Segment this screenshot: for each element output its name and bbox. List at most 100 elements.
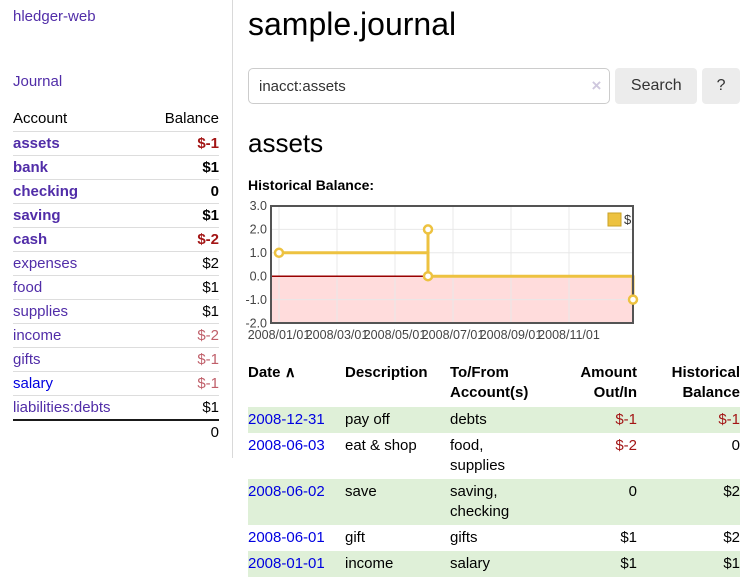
register-balance: 0 bbox=[731, 437, 740, 454]
sidebar: hledger-web Journal Account Balance asse… bbox=[0, 0, 233, 458]
register-header-date[interactable]: Date ∧ bbox=[248, 361, 345, 407]
register-row[interactable]: 2008-06-01 gift gifts $1 $2 bbox=[248, 525, 740, 551]
sidebar-account-salary[interactable]: salary bbox=[13, 375, 54, 392]
search-button[interactable]: Search bbox=[615, 68, 698, 104]
table-row: expenses $2 bbox=[13, 251, 219, 276]
table-row: gifts $-1 bbox=[13, 347, 219, 372]
table-row: assets $-1 bbox=[13, 131, 219, 156]
chart-legend: $ bbox=[607, 212, 632, 227]
sidebar-account-saving[interactable]: saving bbox=[13, 207, 61, 224]
legend-swatch bbox=[607, 212, 622, 227]
svg-text:2008/05/01: 2008/05/01 bbox=[364, 328, 427, 342]
search-form: × Search ? bbox=[248, 68, 741, 104]
register-accounts: salary bbox=[450, 555, 491, 572]
table-row: bank $1 bbox=[13, 155, 219, 180]
svg-text:-1.0: -1.0 bbox=[245, 293, 267, 307]
sidebar-account-checking[interactable]: checking bbox=[13, 183, 79, 200]
svg-text:1.0: 1.0 bbox=[250, 246, 267, 260]
register-description: save bbox=[345, 483, 377, 500]
accounts-header-balance: Balance bbox=[145, 107, 219, 132]
table-row: cash $-2 bbox=[13, 227, 219, 252]
account-balance: $2 bbox=[145, 251, 219, 276]
register-balance: $2 bbox=[723, 483, 740, 500]
register-accounts: gifts bbox=[450, 529, 478, 546]
register-date-link[interactable]: 2008-06-01 bbox=[248, 529, 325, 546]
sidebar-account-liabilities-debts[interactable]: liabilities:debts bbox=[13, 399, 111, 416]
register-accounts: saving, checking bbox=[450, 483, 510, 520]
register-balance: $1 bbox=[723, 555, 740, 572]
accounts-header-account: Account bbox=[13, 107, 146, 132]
legend-label: $ bbox=[624, 212, 632, 227]
register-row[interactable]: 2008-06-02 save saving, checking 0 $2 bbox=[248, 479, 740, 525]
page-title: sample.journal bbox=[248, 6, 457, 42]
table-row: supplies $1 bbox=[13, 299, 219, 324]
accounts-total: 0 bbox=[210, 424, 219, 441]
svg-text:-2.0: -2.0 bbox=[245, 317, 267, 331]
sidebar-account-bank[interactable]: bank bbox=[13, 159, 49, 176]
table-row: food $1 bbox=[13, 275, 219, 300]
register-header-balance: Historical Balance bbox=[671, 364, 740, 401]
register-description: gift bbox=[345, 529, 366, 546]
register-description: pay off bbox=[345, 411, 390, 428]
register-balance: $-1 bbox=[718, 411, 740, 428]
register-table: Date ∧ Description To/From Account(s) Am… bbox=[248, 361, 740, 577]
search-input[interactable] bbox=[248, 68, 611, 104]
register-amount: $1 bbox=[620, 529, 637, 546]
account-balance: $1 bbox=[145, 203, 219, 228]
register-header-amount: Amount Out/In bbox=[580, 364, 637, 401]
chart-y-axis: 3.0 2.0 1.0 0.0 -1.0 -2.0 bbox=[245, 199, 267, 331]
account-balance: $1 bbox=[145, 299, 219, 324]
clear-search-icon[interactable]: × bbox=[591, 76, 602, 95]
register-balance: $2 bbox=[723, 529, 740, 546]
svg-text:2008/11/01: 2008/11/01 bbox=[538, 328, 600, 342]
register-row[interactable]: 2008-01-01 income salary $1 $1 bbox=[248, 551, 740, 577]
register-date-link[interactable]: 2008-06-03 bbox=[248, 437, 325, 454]
sort-ascending-icon: ∧ bbox=[284, 364, 296, 381]
register-amount: $-2 bbox=[615, 437, 637, 454]
header-date-label: Date bbox=[248, 364, 281, 381]
register-row[interactable]: 2008-06-03 eat & shop food, supplies $-2… bbox=[248, 433, 740, 479]
table-row: liabilities:debts $1 bbox=[13, 395, 219, 421]
sidebar-account-cash[interactable]: cash bbox=[13, 231, 48, 248]
sidebar-account-gifts[interactable]: gifts bbox=[13, 351, 41, 368]
svg-text:2008/03/01: 2008/03/01 bbox=[306, 328, 369, 342]
sidebar-account-expenses[interactable]: expenses bbox=[13, 255, 78, 272]
help-button[interactable]: ? bbox=[702, 68, 741, 104]
sidebar-account-food[interactable]: food bbox=[13, 279, 43, 296]
account-balance: $-1 bbox=[145, 371, 219, 396]
register-amount: 0 bbox=[628, 483, 637, 500]
table-row: income $-2 bbox=[13, 323, 219, 348]
account-balance: $-1 bbox=[145, 347, 219, 372]
register-date-link[interactable]: 2008-01-01 bbox=[248, 555, 325, 572]
balance-chart[interactable]: $ 3.0 2.0 1.0 0.0 -1.0 -2.0 2008/01/01 2… bbox=[245, 198, 740, 345]
table-row: checking 0 bbox=[13, 179, 219, 204]
chart-data-points bbox=[273, 224, 639, 305]
account-balance: $-2 bbox=[145, 227, 219, 252]
main-content: sample.journal × Search ? assets Histori… bbox=[245, 0, 741, 577]
svg-text:2008/09/01: 2008/09/01 bbox=[480, 328, 543, 342]
register-description: eat & shop bbox=[345, 437, 417, 454]
sidebar-account-assets[interactable]: assets bbox=[13, 135, 60, 152]
account-heading: assets bbox=[248, 128, 324, 158]
register-amount: $1 bbox=[620, 555, 637, 572]
svg-text:0.0: 0.0 bbox=[250, 270, 267, 284]
register-accounts: food, supplies bbox=[450, 437, 506, 474]
brand-link[interactable]: hledger-web bbox=[13, 8, 96, 25]
svg-text:2008/01/01: 2008/01/01 bbox=[248, 328, 311, 342]
account-balance: $-1 bbox=[145, 131, 219, 156]
sidebar-account-income[interactable]: income bbox=[13, 327, 62, 344]
sidebar-item-journal[interactable]: Journal bbox=[13, 73, 63, 90]
accounts-total-row: 0 bbox=[13, 420, 219, 444]
register-header-accounts: To/From Account(s) bbox=[450, 364, 529, 401]
accounts-table: Account Balance assets $-1 bank $1 check… bbox=[13, 107, 219, 444]
register-description: income bbox=[345, 555, 394, 572]
chart-title: Historical Balance: bbox=[248, 177, 375, 193]
table-row: salary $-1 bbox=[13, 371, 219, 396]
account-balance: $-2 bbox=[145, 323, 219, 348]
svg-text:2008/07/01: 2008/07/01 bbox=[422, 328, 485, 342]
register-date-link[interactable]: 2008-12-31 bbox=[248, 411, 325, 428]
register-accounts: debts bbox=[450, 411, 487, 428]
register-date-link[interactable]: 2008-06-02 bbox=[248, 483, 325, 500]
register-row[interactable]: 2008-12-31 pay off debts $-1 $-1 bbox=[248, 407, 740, 433]
sidebar-account-supplies[interactable]: supplies bbox=[13, 303, 69, 320]
